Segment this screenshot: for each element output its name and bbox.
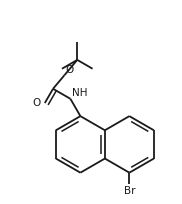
- Text: O: O: [33, 98, 41, 108]
- Text: O: O: [66, 64, 74, 74]
- Text: NH: NH: [72, 88, 87, 98]
- Text: Br: Br: [124, 186, 135, 196]
